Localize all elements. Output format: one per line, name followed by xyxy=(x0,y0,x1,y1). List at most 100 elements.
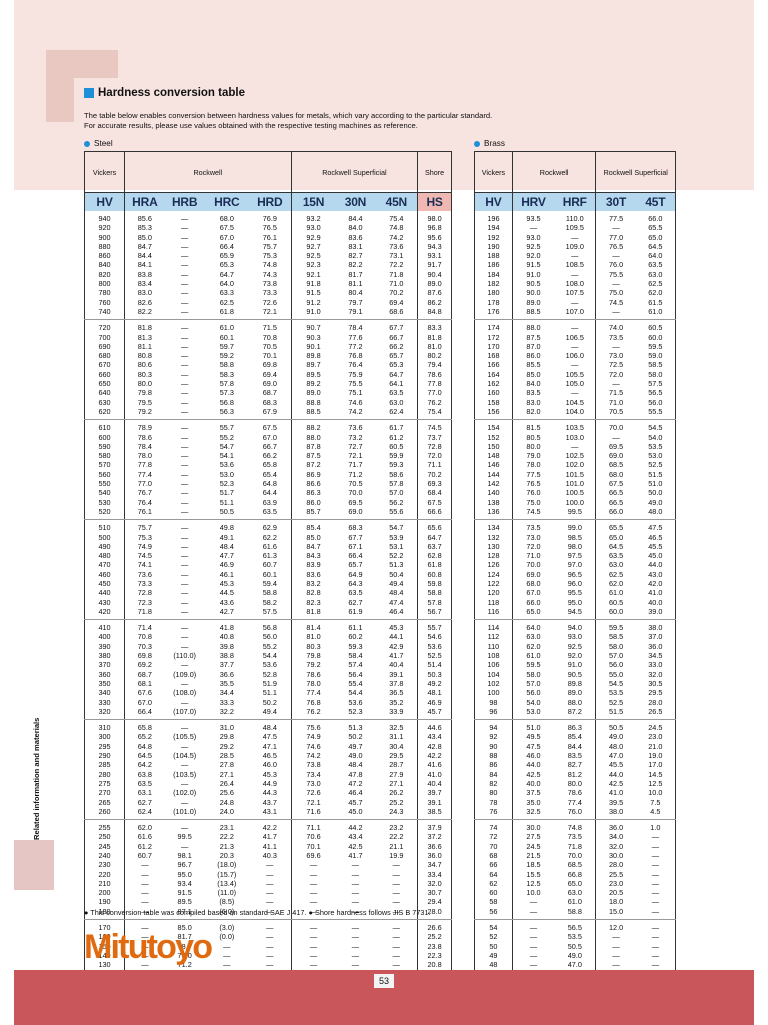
symbol-header: HRD xyxy=(248,192,292,211)
table-cell-column: 103.5 103.0 — 102.5 102.0 101.5 101.0 10… xyxy=(554,419,596,521)
table-cell-column: 78.9 78.6 78.4 78.0 77.8 77.4 77.0 76.7 … xyxy=(124,419,165,521)
symbol-header: HV xyxy=(84,192,125,211)
side-tab xyxy=(14,840,54,890)
group-header-rockwell: Rockwell xyxy=(124,151,292,193)
symbol-header: 45T xyxy=(635,192,676,211)
table-cell-column: 56.8 56.0 55.2 54.4 53.6 52.8 51.9 51.1 … xyxy=(248,619,292,721)
page-number: 53 xyxy=(374,974,394,988)
table-cell-column: 74.8 73.5 71.8 70.0 68.5 66.8 65.0 63.0 … xyxy=(554,819,596,921)
table-cell-column: 71.1 70.6 70.1 69.6 — — — — — — xyxy=(290,819,336,921)
table-cell-column: 55.7 55.2 54.7 54.1 53.6 53.0 52.3 51.7 … xyxy=(204,419,249,521)
table-cell-column: 44.2 43.4 42.5 41.7 — — — — — — xyxy=(335,819,376,921)
table-cell-column: 310 300 295 290 285 280 275 270 265 260 xyxy=(84,719,125,821)
table-cell-column: 84.4 84.0 83.6 83.1 82.7 82.2 81.7 81.1 … xyxy=(335,211,376,321)
table-cell-column: 94.0 93.0 92.5 92.0 91.0 90.5 89.8 89.0 … xyxy=(554,619,596,721)
footnote: ● This conversion table was compiled bas… xyxy=(84,908,431,917)
table-cell-column: 54.5 54.0 53.5 53.0 52.5 51.5 51.0 50.0 … xyxy=(635,419,676,521)
symbol-header: HV xyxy=(474,192,513,211)
table-cell-column: 67.5 67.0 66.7 66.2 65.8 65.4 64.8 64.4 … xyxy=(248,419,292,521)
table-row-block: 94 92 90 88 86 84 82 80 78 76 51.0 49.5 4… xyxy=(474,719,676,821)
table-cell-column: 74.0 73.5 — 73.0 72.5 72.0 — 71.5 71.0 7… xyxy=(595,319,636,421)
symbol-header: 45N xyxy=(375,192,418,211)
table-row-block: 255 250 245 240 230 220 210 200 190 180 6… xyxy=(84,819,452,921)
table-cell-column: 75.6 74.9 74.6 74.2 73.8 73.4 73.0 72.6 … xyxy=(290,719,336,821)
table-cell-column: 99.0 98.5 98.0 97.5 97.0 96.5 96.0 95.5 … xyxy=(554,519,596,621)
table-row-block: 154 152 150 148 146 144 142 140 138 136 8… xyxy=(474,419,676,521)
symbol-header: 30T xyxy=(595,192,636,211)
steel-section-label: Steel xyxy=(84,139,113,148)
table-row-block: 720 700 690 680 670 660 650 640 630 620 8… xyxy=(84,319,452,421)
steel-hardness-table: Vickers Rockwell Rockwell Superficial Sh… xyxy=(84,151,452,1002)
table-cell-column: — — — — — — — — — — — xyxy=(164,211,205,321)
table-cell-column: 31.0 29.8 29.2 28.5 27.8 27.1 26.4 25.6 … xyxy=(204,719,249,821)
bullet-icon xyxy=(474,140,480,147)
table-cell-column: 88.2 88.0 87.8 87.5 87.2 86.9 86.6 86.3 … xyxy=(290,419,336,521)
symbol-header: HS xyxy=(417,192,452,211)
corner-decoration xyxy=(46,50,118,122)
table-cell-column: 74 72 70 68 66 64 62 60 58 56 xyxy=(474,819,513,921)
table-cell-column: 75.7 75.3 74.9 74.5 74.1 73.6 73.3 72.8 … xyxy=(124,519,165,621)
symbol-header: HRF xyxy=(554,192,596,211)
table-cell-column: — — — — — — — — — — xyxy=(164,519,205,621)
table-cell-column: 32.5 31.1 30.4 29.5 28.7 27.9 27.1 26.2 … xyxy=(375,719,418,821)
table-cell-column: 94 92 90 88 86 84 82 80 78 76 xyxy=(474,719,513,821)
title-square-icon xyxy=(84,88,94,98)
table-cell-column: 510 500 490 480 470 460 450 440 430 420 xyxy=(84,519,125,621)
table-cell-column: 51.3 50.2 49.7 49.0 48.4 47.8 47.2 46.4 … xyxy=(335,719,376,821)
table-cell-column: 255 250 245 240 230 220 210 200 190 180 xyxy=(84,819,125,921)
symbol-header: HRC xyxy=(204,192,249,211)
table-cell-column: 73.5 73.0 72.0 71.0 70.0 69.0 68.0 67.0 … xyxy=(511,519,555,621)
table-cell-column: 940 920 900 880 860 840 820 800 780 760 … xyxy=(84,211,125,321)
table-cell-column: 76.9 76.5 76.1 75.7 75.3 74.8 74.3 73.8 … xyxy=(248,211,292,321)
table-cell-column: 36.0 34.0 32.0 30.0 28.0 25.5 23.0 20.5 … xyxy=(595,819,636,921)
page-title: Hardness conversion table xyxy=(98,87,245,99)
table-cell-column: 1.0 — — — — — — — — — xyxy=(635,819,676,921)
table-row-block: 134 132 130 128 126 124 122 120 118 116 7… xyxy=(474,519,676,621)
brass-table-body: 196 194 192 190 188 186 184 182 180 178 … xyxy=(474,211,676,1002)
table-cell-column: 93.2 93.0 92.9 92.7 92.5 92.3 92.1 91.8 … xyxy=(290,211,336,321)
table-cell-column: 61.0 60.1 59.7 59.2 58.8 58.3 57.8 57.3 … xyxy=(204,319,249,421)
table-cell-column: 73.6 73.2 72.7 72.1 71.7 71.2 70.5 70.0 … xyxy=(335,419,376,521)
table-cell-column: 51.0 49.5 47.5 46.0 44.0 42.5 40.0 37.5 … xyxy=(511,719,555,821)
table-cell-column: 38.0 37.0 36.0 34.5 33.0 32.0 30.5 29.5 … xyxy=(635,619,676,721)
table-cell-column: 23.1 22.2 21.3 20.3 (18.0) (15.7) (13.4)… xyxy=(204,819,249,921)
intro-text: The table below enables conversion betwe… xyxy=(84,111,554,131)
table-cell-column: 42.2 41.7 41.1 40.3 — — — — — — xyxy=(248,819,292,921)
group-header-vickers: Vickers xyxy=(474,151,513,193)
table-cell-column: 71.5 70.8 70.5 70.1 69.8 69.4 69.0 68.7 … xyxy=(248,319,292,421)
table-cell-column: 81.5 80.5 80.0 79.0 78.0 77.5 76.5 76.0 … xyxy=(511,419,555,521)
table-row-block: 510 500 490 480 470 460 450 440 430 420 7… xyxy=(84,519,452,621)
table-cell-column: 81.4 81.0 80.3 79.8 79.2 78.6 78.0 77.4 … xyxy=(290,619,336,721)
table-cell-column: 70.0 — 69.5 69.0 68.5 68.0 67.5 66.5 66.… xyxy=(595,419,636,521)
table-cell-column: 74.5 73.7 72.8 72.0 71.1 70.2 69.3 68.4 … xyxy=(417,419,452,521)
table-cell-column: 67.7 66.7 66.2 65.7 65.3 64.7 64.1 63.5 … xyxy=(375,319,418,421)
table-cell-column: 65.8 65.2 64.8 64.5 64.2 63.8 63.5 63.1 … xyxy=(124,719,165,821)
table-cell-column: 37.9 37.2 36.6 36.0 34.7 33.4 32.0 30.7 … xyxy=(417,819,452,921)
table-cell-column: 83.3 81.8 81.0 80.2 79.4 78.6 77.8 77.0 … xyxy=(417,319,452,421)
table-cell-column: 78.4 77.6 77.2 76.8 76.4 75.9 75.5 75.1 … xyxy=(335,319,376,421)
table-cell-column: 85.6 85.3 85.0 84.7 84.4 84.1 83.8 83.4 … xyxy=(124,211,165,321)
table-cell-column: 62.9 62.2 61.6 61.3 60.7 60.1 59.4 58.8 … xyxy=(248,519,292,621)
table-cell-column: 410 400 390 380 370 360 350 340 330 320 xyxy=(84,619,125,721)
table-cell-column: — (105.5) — (104.5) — (103.5) — (102.0) … xyxy=(164,719,205,821)
symbol-header: HRV xyxy=(511,192,555,211)
table-cell-column: 61.1 60.2 59.3 58.4 57.4 56.4 55.4 54.4 … xyxy=(335,619,376,721)
table-cell-column: 68.0 67.5 67.0 66.4 65.9 65.3 64.7 64.0 … xyxy=(204,211,249,321)
table-cell-column: 50.5 49.0 48.0 47.0 45.5 44.0 42.5 41.0 … xyxy=(595,719,636,821)
table-cell-column: 71.4 70.8 70.3 69.8 69.2 68.7 68.1 67.6 … xyxy=(124,619,165,721)
brass-section-label: Brass xyxy=(474,139,505,148)
table-cell-column: 47.5 46.5 45.5 45.0 44.0 43.0 42.0 41.0 … xyxy=(635,519,676,621)
table-cell-column: — — — (110.0) — (109.0) — (108.0) — (107… xyxy=(164,619,205,721)
symbol-header: HRB xyxy=(164,192,205,211)
table-cell-column: 65.6 64.7 63.7 62.8 61.8 60.8 59.8 58.8 … xyxy=(417,519,452,621)
table-cell-column: 86.3 85.4 84.4 83.5 82.7 81.2 80.0 78.6 … xyxy=(554,719,596,821)
table-cell-column: — 106.5 — 106.0 — 105.5 105.0 — 104.5 10… xyxy=(554,319,596,421)
table-cell-column: 90.7 90.3 90.1 89.8 89.7 89.5 89.2 89.0 … xyxy=(290,319,336,421)
table-cell-column: 30.0 27.5 24.5 21.5 18.5 15.5 12.5 10.0 … xyxy=(511,819,555,921)
table-cell-column: 66.0 65.5 65.0 64.5 64.0 63.5 63.0 62.5 … xyxy=(635,211,676,321)
table-row-block: 174 172 170 168 166 164 162 160 158 156 8… xyxy=(474,319,676,421)
group-header-rockwell: Rockwell xyxy=(511,151,596,193)
table-cell-column: 62.0 61.6 61.2 60.7 — — — — — — xyxy=(124,819,165,921)
table-cell-column: 88.0 87.5 87.0 86.0 85.5 85.0 84.0 83.5 … xyxy=(511,319,555,421)
